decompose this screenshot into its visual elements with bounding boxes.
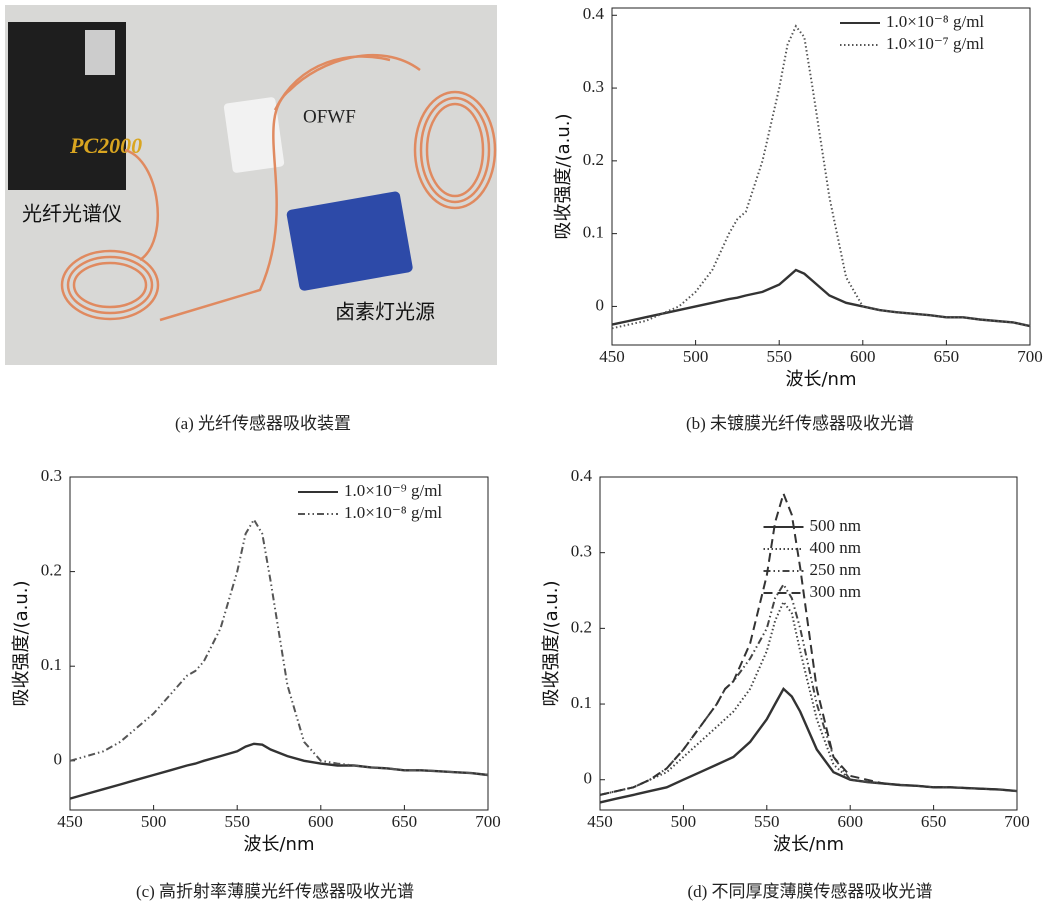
y-tick-label: 0 [596,295,605,314]
x-tick-label: 500 [671,812,697,831]
series-line [599,582,1018,796]
caption: (b) 未镀膜光纤传感器吸收光谱 [686,414,914,433]
y-tick-label: 0 [54,750,63,769]
x-tick-label: 500 [683,347,709,366]
x-tick-label: 700 [1017,347,1043,366]
y-tick-label: 0.2 [41,561,62,580]
x-tick-label: 500 [141,812,167,831]
x-tick-label: 550 [224,812,250,831]
y-tick-label: 0.4 [583,4,605,23]
y-tick-label: 0.2 [583,150,604,169]
series-line [69,517,489,776]
y-tick-label: 0.1 [583,223,604,242]
legend-label: 1.0×10⁻⁷ g/ml [886,34,984,53]
y-tick-label: 0.3 [571,542,592,561]
legend-label: 1.0×10⁻⁸ g/ml [344,503,442,522]
x-tick-label: 600 [837,812,863,831]
caption: (c) 高折射率薄膜光纤传感器吸收光谱 [136,882,414,901]
legend-label: 300 nm [810,582,861,601]
x-axis-label: 波长/nm [773,834,844,855]
x-tick-label: 700 [475,812,501,831]
x-tick-label: 650 [392,812,418,831]
series-line [611,24,1031,330]
series-line [611,268,1031,328]
x-tick-label: 650 [921,812,947,831]
photo-label: 光纤光谱仪 [22,202,122,226]
legend-label: 250 nm [810,560,861,579]
ofwf-module [223,97,285,173]
y-tick-label: 0.3 [583,77,604,96]
sticker [85,30,115,75]
series-line [599,599,1018,796]
plot-frame [599,476,1018,811]
legend-label: 500 nm [810,516,861,535]
plot-frame [69,476,489,811]
x-tick-label: 650 [934,347,960,366]
x-tick-label: 450 [587,812,613,831]
brand-text: PC2000 [69,133,142,158]
x-axis-label: 波长/nm [243,834,314,855]
y-tick-label: 0.3 [41,466,62,485]
plot-frame [611,7,1031,346]
y-axis-label: 吸收强度/(a.u.) [11,581,32,707]
y-tick-label: 0.2 [571,617,592,636]
y-tick-label: 0 [584,769,593,788]
x-tick-label: 450 [57,812,83,831]
lamp-box [286,191,413,291]
y-tick-label: 0.1 [571,693,592,712]
x-tick-label: 700 [1004,812,1030,831]
photo: PC2000 光纤光谱仪 OFWF 卤素灯光源 [5,5,497,365]
y-tick-label: 0.1 [41,655,62,674]
caption: (d) 不同厚度薄膜传感器吸收光谱 [687,882,932,901]
x-tick-label: 550 [766,347,792,366]
series-line [599,490,1018,796]
x-tick-label: 550 [754,812,780,831]
photo-label: 卤素灯光源 [335,300,435,324]
photo-label: OFWF [303,106,356,127]
y-axis-label: 吸收强度/(a.u.) [541,581,562,707]
x-tick-label: 600 [308,812,334,831]
x-tick-label: 450 [599,347,625,366]
y-tick-label: 0.4 [571,466,593,485]
legend-label: 400 nm [810,538,861,557]
legend-label: 1.0×10⁻⁸ g/ml [886,12,984,31]
caption: (a) 光纤传感器吸收装置 [175,414,351,433]
series-line [599,686,1018,804]
fiber [60,54,497,322]
legend-label: 1.0×10⁻⁹ g/ml [344,481,442,500]
x-axis-label: 波长/nm [785,369,856,390]
series-line [69,742,489,800]
y-axis-label: 吸收强度/(a.u.) [553,114,574,240]
x-tick-label: 600 [850,347,876,366]
